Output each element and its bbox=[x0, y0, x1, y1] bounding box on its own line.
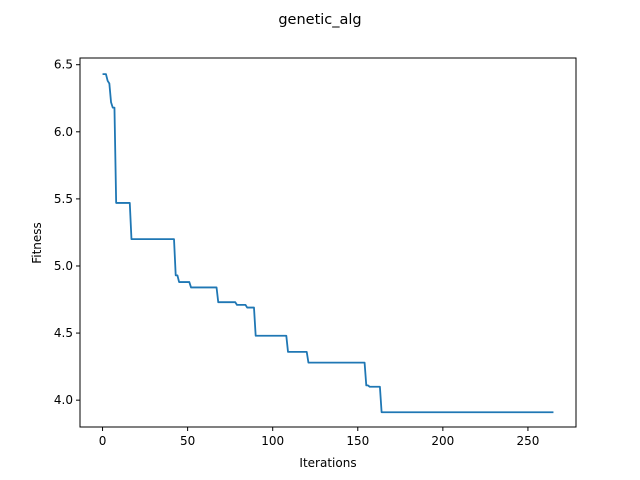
chart-title: genetic_alg bbox=[278, 12, 361, 28]
plot-frame bbox=[79, 57, 577, 428]
x-tick-label: 50 bbox=[180, 434, 195, 448]
y-axis-ticks: 4.0 4.5 5.0 5.5 6.0 6.5 bbox=[54, 58, 80, 407]
y-tick-label: 5.0 bbox=[54, 259, 73, 273]
y-tick-label: 5.5 bbox=[54, 192, 73, 206]
x-axis-label: Iterations bbox=[299, 456, 356, 470]
y-tick-label: 4.5 bbox=[54, 326, 73, 340]
plot-area bbox=[80, 58, 576, 427]
x-tick-label: 150 bbox=[346, 434, 369, 448]
x-tick-label: 250 bbox=[516, 434, 539, 448]
y-axis-label: Fitness bbox=[30, 222, 44, 264]
fitness-series-line bbox=[102, 73, 554, 414]
x-axis-ticks: 0 50 100 150 200 250 bbox=[99, 427, 539, 448]
data-layer bbox=[102, 73, 554, 414]
x-tick-label: 0 bbox=[99, 434, 107, 448]
y-tick-label: 4.0 bbox=[54, 393, 73, 407]
x-tick-label: 100 bbox=[261, 434, 284, 448]
x-tick-label: 200 bbox=[431, 434, 454, 448]
y-tick-label: 6.0 bbox=[54, 125, 73, 139]
y-tick-label: 6.5 bbox=[54, 58, 73, 72]
